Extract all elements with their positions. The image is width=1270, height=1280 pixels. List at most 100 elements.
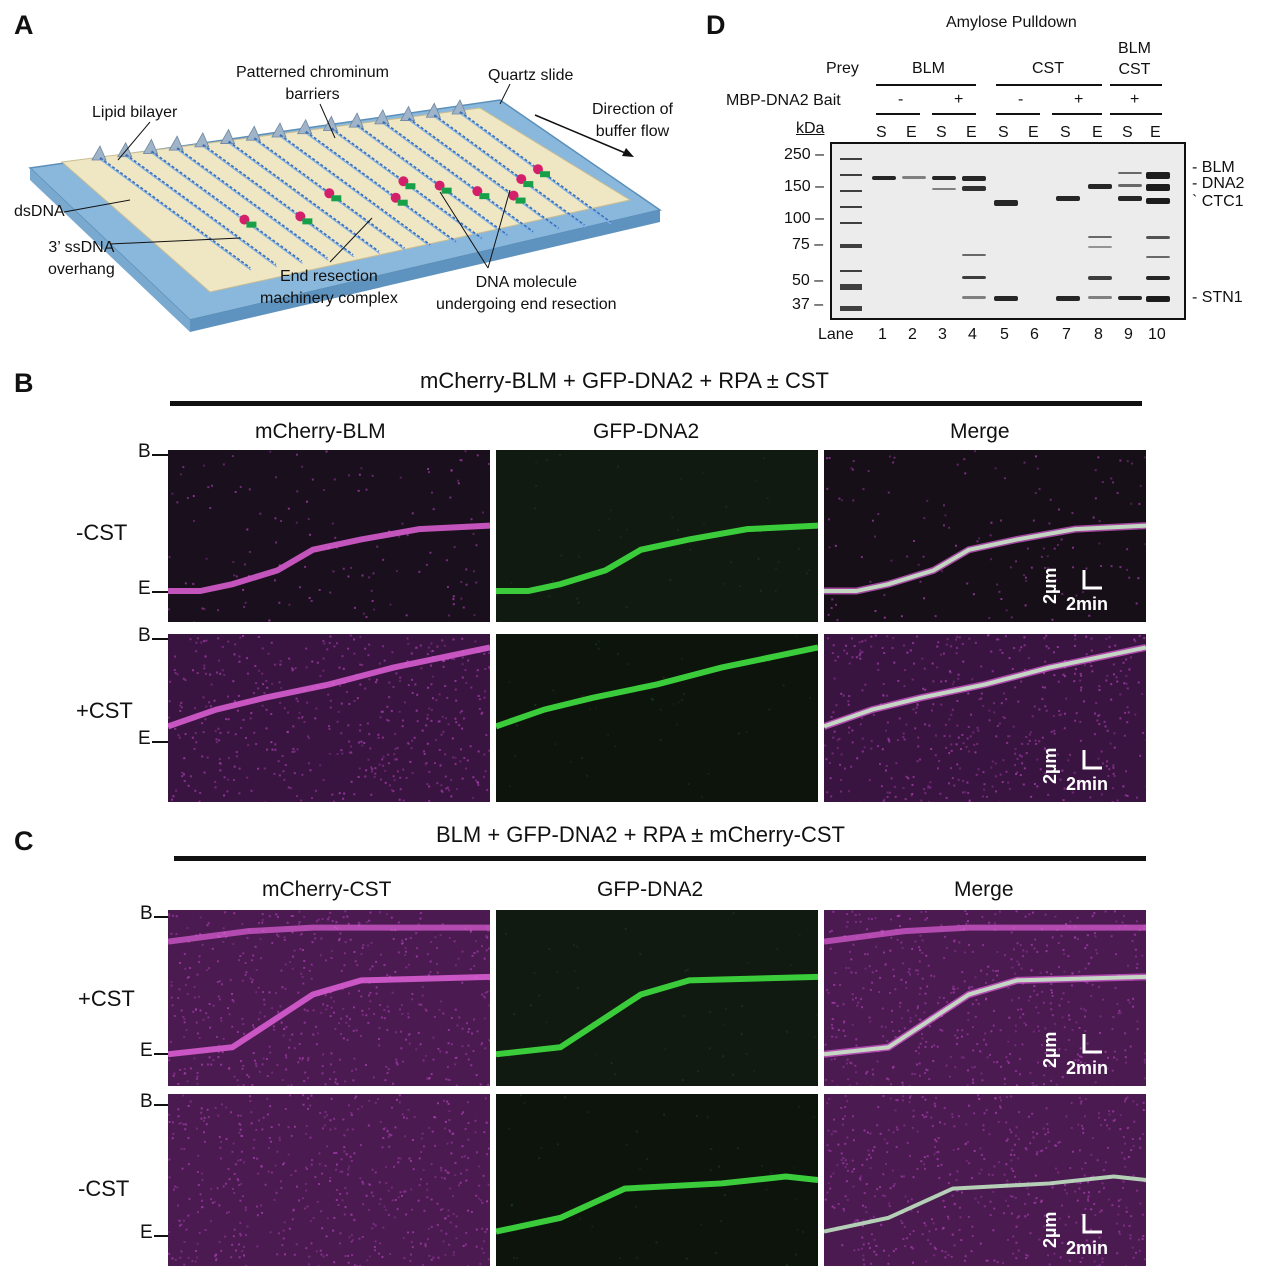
band-label-blm: - BLM: [1192, 159, 1235, 176]
panel-b-title: mCherry-BLM + GFP-DNA2 + RPA ± CST: [420, 368, 829, 393]
band-label-stn1: - STN1: [1192, 289, 1243, 306]
svg-text:2min: 2min: [1066, 1238, 1108, 1258]
prey-line-blm: [876, 84, 976, 86]
lane-number: 7: [1062, 326, 1071, 343]
panel-b-title-bar: [170, 401, 1142, 406]
label-ssdna-overhang: 3’ ssDNA overhang: [48, 239, 115, 278]
panel-c-row-1: +CST: [78, 986, 135, 1011]
label-end-resection-complex: End resection machinery complex: [260, 268, 398, 307]
kymograph-magenta: [168, 634, 490, 802]
label-lipid-bilayer: Lipid bilayer: [92, 104, 178, 121]
svg-text:2min: 2min: [1066, 1058, 1108, 1078]
prey-group-cst: CST: [1032, 60, 1064, 77]
lane-number: 6: [1030, 326, 1039, 343]
panel-c-col-2: GFP-DNA2: [597, 878, 704, 901]
prey-line-blm-cst: [1110, 84, 1162, 86]
label-dsdna: dsDNA: [14, 203, 65, 220]
panel-b-row-2: +CST: [76, 698, 133, 723]
kymograph-merge: 2µm 2min: [824, 1094, 1146, 1266]
panel-b-tick-b1: B: [138, 441, 151, 462]
svg-text:2µm: 2µm: [1040, 1032, 1060, 1068]
kymograph-magenta: [168, 910, 490, 1086]
panel-b-col-2: GFP-DNA2: [593, 420, 700, 443]
panel-c-title-bar: [174, 856, 1146, 861]
panel-c-tick-b2: B: [140, 1091, 153, 1112]
lane-number: 3: [938, 326, 947, 343]
flowcell-schematic: [28, 83, 662, 332]
marker-label: 250 –: [784, 146, 825, 163]
kymograph-green: [496, 450, 818, 622]
resection-complexes: [239, 164, 550, 228]
bait-sign-5: +: [1130, 91, 1140, 108]
kymograph-magenta: [168, 450, 490, 622]
panel-b-tick-b2: B: [138, 625, 151, 646]
panel-c-tick-e1: E: [140, 1040, 153, 1061]
prey-group-blm-cst: BLM CST: [1118, 40, 1151, 78]
lane-number: 4: [968, 326, 977, 343]
prey-label: Prey: [826, 60, 859, 77]
panel-c-tick-b1: B: [140, 903, 153, 924]
panel-c-col-3: Merge: [954, 878, 1014, 901]
panel-b-col-3: Merge: [950, 420, 1010, 443]
panel-c-col-1: mCherry-CST: [262, 878, 392, 901]
svg-text:2µm: 2µm: [1040, 568, 1060, 604]
bait-sign-4: +: [1074, 91, 1084, 108]
label-dna-molecule: DNA molecule undergoing end resection: [436, 274, 617, 313]
bait-sign-3: -: [1018, 91, 1024, 108]
kda-label: kDa: [796, 120, 825, 137]
marker-label: 37 –: [792, 296, 824, 313]
panel-a-label: A: [14, 10, 34, 40]
band-label-dna2: - DNA2: [1192, 175, 1245, 192]
se-label: E: [1092, 124, 1103, 141]
panel-b-tick-e2: E: [138, 728, 151, 749]
se-label: E: [1028, 124, 1039, 141]
lane-number: 9: [1124, 326, 1133, 343]
prey-line-cst: [996, 84, 1102, 86]
label-patterned-barriers: Patterned chrominum barriers: [236, 64, 389, 103]
lane-number: 1: [878, 326, 887, 343]
svg-text:2min: 2min: [1066, 594, 1108, 614]
gel-image: [830, 142, 1186, 320]
lane-number: 8: [1094, 326, 1103, 343]
gel-title: Amylose Pulldown: [946, 14, 1077, 31]
se-label: E: [1150, 124, 1161, 141]
svg-text:2µm: 2µm: [1040, 748, 1060, 784]
panel-c-label: C: [14, 826, 34, 856]
kymograph-green: [496, 634, 818, 802]
band-label-ctc1: ` CTC1: [1192, 193, 1244, 210]
lane-number: 2: [908, 326, 917, 343]
svg-text:2min: 2min: [1066, 774, 1108, 794]
bait-label: MBP-DNA2 Bait: [726, 92, 841, 109]
se-label: E: [966, 124, 977, 141]
panel-c-row-2: -CST: [78, 1176, 130, 1201]
panel-d-label: D: [706, 10, 726, 40]
quartz-slide-edge: [190, 210, 660, 332]
kymograph-merge: 2µm 2min: [824, 634, 1146, 802]
se-label: S: [998, 124, 1009, 141]
panel-b-label: B: [14, 368, 34, 398]
chromium-barriers: [91, 99, 467, 161]
bait-sign-1: -: [898, 91, 904, 108]
marker-label: 50 –: [792, 272, 824, 289]
kymograph-merge: 2µm 2min: [824, 450, 1146, 622]
kymograph-green: [496, 910, 818, 1086]
label-direction-flow: Direction of buffer flow: [592, 101, 673, 140]
dsdna-molecules: [99, 111, 612, 271]
kymograph-green: [496, 1094, 818, 1266]
lane-label: Lane: [818, 326, 854, 343]
kymograph-magenta: [168, 1094, 490, 1266]
prey-group-blm: BLM: [912, 60, 945, 77]
panel-b-col-1: mCherry-BLM: [255, 420, 386, 443]
panel-b-tick-e1: E: [138, 578, 151, 599]
panel-c-tick-e2: E: [140, 1222, 153, 1243]
label-quartz-slide: Quartz slide: [488, 67, 574, 84]
se-label: S: [1060, 124, 1071, 141]
se-label: S: [936, 124, 947, 141]
se-label: S: [876, 124, 887, 141]
bait-sign-2: +: [954, 91, 964, 108]
lane-number: 10: [1148, 326, 1166, 343]
marker-label: 150 –: [784, 178, 825, 195]
marker-label: 75 –: [792, 236, 824, 253]
panel-c-title: BLM + GFP-DNA2 + RPA ± mCherry-CST: [436, 822, 845, 847]
svg-text:2µm: 2µm: [1040, 1212, 1060, 1248]
